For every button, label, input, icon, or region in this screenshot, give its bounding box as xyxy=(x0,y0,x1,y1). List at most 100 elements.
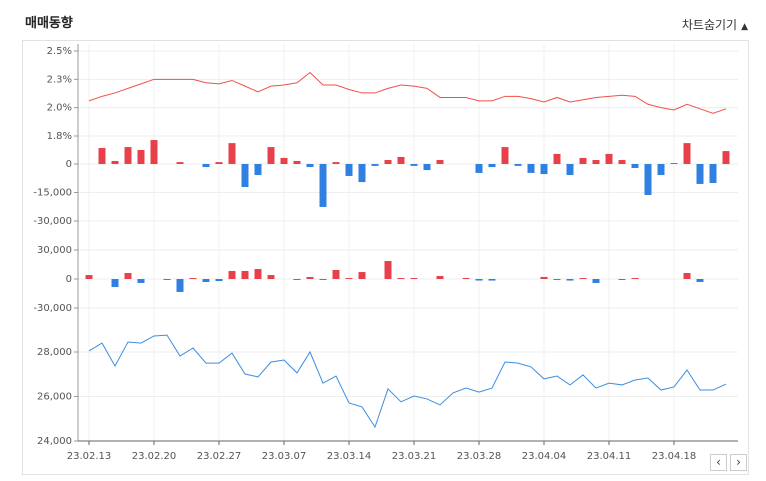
bar xyxy=(137,149,145,164)
bar xyxy=(605,153,613,164)
y-tick-label: 2.5% xyxy=(47,46,72,57)
bar xyxy=(618,160,626,164)
bar xyxy=(371,164,379,166)
x-tick-label: 23.04.04 xyxy=(522,451,567,462)
bar xyxy=(527,164,535,173)
bar xyxy=(332,270,340,279)
y-tick-label: 0 xyxy=(66,159,72,170)
bar xyxy=(514,164,522,166)
bar xyxy=(423,164,431,171)
bar xyxy=(254,269,262,279)
line-series xyxy=(88,71,727,114)
x-tick-label: 23.02.27 xyxy=(197,451,242,462)
bar xyxy=(345,164,353,176)
bar xyxy=(579,157,587,164)
bar xyxy=(124,273,132,279)
bar xyxy=(462,278,470,279)
bar xyxy=(85,275,93,279)
bar xyxy=(241,270,249,279)
x-tick-label: 23.03.28 xyxy=(457,451,502,462)
bar xyxy=(644,164,652,195)
bar xyxy=(254,164,262,176)
bar xyxy=(540,164,548,175)
bar xyxy=(332,162,340,164)
bar xyxy=(475,279,483,281)
bar xyxy=(709,164,717,183)
bar xyxy=(592,279,600,283)
y-tick-label: -30,000 xyxy=(33,216,72,227)
bar xyxy=(215,162,223,164)
bar xyxy=(410,278,418,279)
bar xyxy=(124,147,132,164)
bar xyxy=(345,278,353,279)
bar xyxy=(670,163,678,164)
bar xyxy=(150,140,158,164)
x-tick-label: 23.03.14 xyxy=(327,451,372,462)
bar xyxy=(267,275,275,279)
bar xyxy=(202,164,210,168)
bar xyxy=(306,164,314,168)
bar xyxy=(696,164,704,184)
bar xyxy=(631,278,639,279)
bar xyxy=(111,160,119,164)
bar xyxy=(436,276,444,279)
bar xyxy=(488,164,496,168)
y-tick-label: 24,000 xyxy=(37,436,72,447)
bar xyxy=(176,162,184,164)
next-button[interactable]: › xyxy=(730,454,747,471)
bar xyxy=(293,279,301,280)
bar xyxy=(592,160,600,164)
bar xyxy=(189,278,197,279)
x-tick-label: 23.02.20 xyxy=(132,451,177,462)
bar xyxy=(215,279,223,282)
bar xyxy=(540,276,548,279)
bar xyxy=(267,147,275,164)
bar xyxy=(358,164,366,183)
bar xyxy=(566,164,574,176)
bar xyxy=(319,279,327,280)
prev-button[interactable]: ‹ xyxy=(710,454,727,471)
bar xyxy=(202,279,210,282)
y-tick-label: -30,000 xyxy=(33,303,72,314)
bar xyxy=(397,278,405,279)
bar xyxy=(553,279,561,280)
x-tick-label: 23.03.21 xyxy=(392,451,437,462)
y-tick-label: 0 xyxy=(66,274,72,285)
bar xyxy=(657,164,665,176)
bar xyxy=(618,279,626,280)
section-title: 매매동향 xyxy=(25,16,73,31)
y-tick-label: -15,000 xyxy=(33,188,72,199)
bar xyxy=(306,276,314,279)
bar xyxy=(397,156,405,164)
bar xyxy=(683,273,691,279)
bar xyxy=(436,160,444,164)
bar xyxy=(163,279,171,280)
chart-frame xyxy=(22,40,749,475)
bar xyxy=(137,279,145,283)
chart-toggle[interactable]: 차트숨기기 ▲ xyxy=(681,18,748,32)
bar xyxy=(722,151,730,164)
bar xyxy=(501,147,509,164)
bar xyxy=(280,157,288,164)
bar xyxy=(293,160,301,164)
x-tick-label: 23.04.11 xyxy=(587,451,632,462)
bar xyxy=(696,279,704,282)
y-tick-label: 30,000 xyxy=(37,245,72,256)
bar xyxy=(631,164,639,168)
bar xyxy=(228,143,236,164)
bar xyxy=(241,164,249,187)
bar xyxy=(579,278,587,279)
toggle-label[interactable]: 차트숨기기 xyxy=(681,18,738,32)
bar xyxy=(553,153,561,164)
line-series xyxy=(88,334,727,429)
bar xyxy=(410,164,418,166)
bar xyxy=(111,279,119,288)
bar xyxy=(358,272,366,279)
bar xyxy=(384,261,392,279)
bar xyxy=(566,279,574,281)
y-tick-label: 26,000 xyxy=(37,392,72,403)
y-tick-label: 1.8% xyxy=(47,131,72,142)
bar xyxy=(98,148,106,164)
